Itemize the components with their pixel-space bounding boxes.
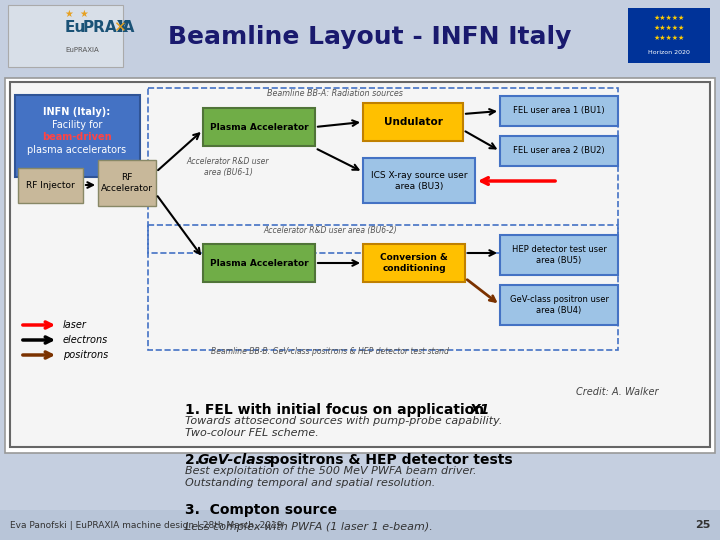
Bar bbox=[15, 95, 140, 177]
Bar bbox=[500, 285, 618, 325]
Text: Beamline BB-B: GeV-class positrons & HEP detector test stand: Beamline BB-B: GeV-class positrons & HEP… bbox=[211, 348, 449, 356]
Text: 25: 25 bbox=[695, 520, 710, 530]
Bar bbox=[363, 103, 463, 141]
Text: ★★★★★: ★★★★★ bbox=[653, 15, 685, 21]
Text: electrons: electrons bbox=[63, 335, 108, 345]
Text: FEL user area 2 (BU2): FEL user area 2 (BU2) bbox=[513, 146, 605, 156]
Bar bbox=[0, 0, 720, 75]
Bar bbox=[363, 158, 475, 203]
Bar bbox=[10, 82, 710, 447]
Bar bbox=[363, 244, 465, 282]
Text: 1. FEL with initial focus on application: 1. FEL with initial focus on application bbox=[185, 403, 489, 417]
Text: GeV-class: GeV-class bbox=[197, 453, 272, 467]
Text: FEL user area 1 (BU1): FEL user area 1 (BU1) bbox=[513, 106, 605, 116]
Text: ★★★★★: ★★★★★ bbox=[653, 25, 685, 31]
Text: ★★★★★: ★★★★★ bbox=[653, 35, 685, 41]
Bar bbox=[500, 96, 618, 126]
Text: RF Injector: RF Injector bbox=[26, 180, 74, 190]
Bar bbox=[628, 8, 710, 63]
Text: HEP detector test user
area (BU5): HEP detector test user area (BU5) bbox=[512, 245, 606, 265]
Bar bbox=[203, 244, 315, 282]
Text: Less complex with PWFA (1 laser 1 e-beam).: Less complex with PWFA (1 laser 1 e-beam… bbox=[185, 522, 433, 532]
Text: Horizon 2020: Horizon 2020 bbox=[648, 50, 690, 55]
Bar bbox=[98, 160, 156, 206]
Bar bbox=[203, 108, 315, 146]
Bar bbox=[148, 225, 618, 350]
Text: positrons & HEP detector tests: positrons & HEP detector tests bbox=[265, 453, 513, 467]
Text: Eva Panofski | EuPRAXIA machine design | 28th March, 2019: Eva Panofski | EuPRAXIA machine design |… bbox=[10, 521, 282, 530]
Text: X1: X1 bbox=[470, 403, 490, 417]
Text: Plasma Accelerator: Plasma Accelerator bbox=[210, 123, 308, 132]
Text: Credit: A. Walker: Credit: A. Walker bbox=[575, 387, 658, 397]
Bar bbox=[500, 235, 618, 275]
Bar bbox=[5, 78, 715, 453]
Text: PRAX: PRAX bbox=[83, 21, 130, 36]
Text: Eu: Eu bbox=[65, 21, 86, 36]
Text: Undulator: Undulator bbox=[384, 117, 442, 127]
Text: laser: laser bbox=[63, 320, 87, 330]
Text: 2.: 2. bbox=[185, 453, 205, 467]
Text: positrons: positrons bbox=[63, 350, 108, 360]
Text: Facility for: Facility for bbox=[52, 120, 102, 130]
Text: Best exploitation of the 500 MeV PWFA beam driver.
Outstanding temporal and spat: Best exploitation of the 500 MeV PWFA be… bbox=[185, 466, 477, 488]
Text: ★  ★: ★ ★ bbox=[65, 9, 89, 19]
Text: Conversion &
conditioning: Conversion & conditioning bbox=[380, 253, 448, 273]
Text: INFN (Italy):: INFN (Italy): bbox=[43, 107, 111, 117]
Text: GeV-class positron user
area (BU4): GeV-class positron user area (BU4) bbox=[510, 295, 608, 315]
Text: RF
Accelerator: RF Accelerator bbox=[101, 173, 153, 193]
Bar bbox=[0, 510, 720, 540]
Text: EuPRAXIA: EuPRAXIA bbox=[65, 47, 99, 53]
Text: beam-driven: beam-driven bbox=[42, 132, 112, 142]
Text: ICS X-ray source user
area (BU3): ICS X-ray source user area (BU3) bbox=[371, 171, 467, 191]
Text: Plasma Accelerator: Plasma Accelerator bbox=[210, 259, 308, 267]
Text: Accelerator R&D user area (BU6-2): Accelerator R&D user area (BU6-2) bbox=[263, 226, 397, 234]
Text: 3.  Compton source: 3. Compton source bbox=[185, 503, 337, 517]
Text: Beamline BB-A: Radiation sources: Beamline BB-A: Radiation sources bbox=[267, 89, 403, 98]
Text: Towards attosecond sources with pump-probe capability.
Two-colour FEL scheme.: Towards attosecond sources with pump-pro… bbox=[185, 416, 503, 438]
Text: ✕: ✕ bbox=[113, 21, 126, 36]
Bar bbox=[18, 168, 83, 203]
Text: Accelerator R&D user
area (BU6-1): Accelerator R&D user area (BU6-1) bbox=[186, 157, 269, 177]
Text: IA: IA bbox=[118, 21, 135, 36]
Text: plasma accelerators: plasma accelerators bbox=[27, 145, 127, 155]
Bar bbox=[8, 5, 123, 67]
Bar bbox=[500, 136, 618, 166]
Text: Beamline Layout - INFN Italy: Beamline Layout - INFN Italy bbox=[168, 25, 572, 49]
Bar bbox=[148, 88, 618, 253]
